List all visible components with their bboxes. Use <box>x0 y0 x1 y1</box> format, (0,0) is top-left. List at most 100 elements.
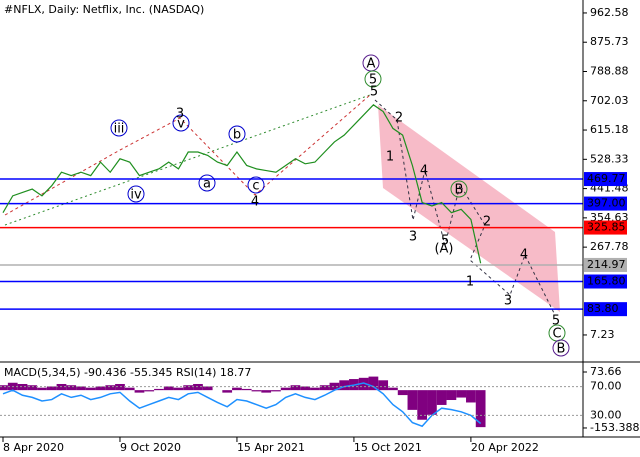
x-tick-label: 15 Oct 2021 <box>354 441 422 454</box>
wave-label: 4 <box>251 195 259 210</box>
macd-bar <box>66 385 77 391</box>
wave-label: b <box>233 128 241 143</box>
rsi-tick-label: 70.00 <box>590 380 622 393</box>
macd-bar <box>163 386 174 391</box>
macd-bar <box>76 386 86 391</box>
macd-bar <box>46 386 57 391</box>
rsi-tick-label: 30.00 <box>590 408 622 421</box>
wave-channel <box>378 105 560 312</box>
macd-bar <box>300 386 311 391</box>
macd-bar <box>261 390 272 393</box>
y-tick-label: 615.18 <box>590 123 629 136</box>
level-label: 325.85 <box>587 221 626 234</box>
wave-label: 3 <box>176 107 184 122</box>
y-tick-label: 7.23 <box>590 328 615 341</box>
level-label: 165.80 <box>587 275 626 288</box>
macd-bar <box>436 390 447 405</box>
x-tick-label: 20 Apr 2022 <box>471 441 539 454</box>
y-tick-label: 875.73 <box>590 35 629 48</box>
macd-bar <box>475 390 486 428</box>
macd-bar <box>202 386 213 391</box>
levels <box>0 178 583 310</box>
wave-label: B <box>455 183 464 198</box>
macd-bar <box>173 387 184 391</box>
macd-bar <box>222 390 233 393</box>
macd-bar <box>368 376 379 391</box>
wave-label: 2 <box>483 215 491 230</box>
level-label: 469.77 <box>587 172 626 185</box>
y-tick-label: 702.03 <box>590 94 629 107</box>
indicator <box>0 376 583 428</box>
level-label-box <box>584 172 627 187</box>
level-label-box <box>584 274 627 289</box>
macd-bar <box>446 390 457 401</box>
macd-bar <box>290 385 301 391</box>
rsi-line <box>2 382 482 428</box>
wave-label: 3 <box>409 230 417 245</box>
macd-bar <box>183 385 194 391</box>
macd-bar <box>105 385 116 391</box>
macd-bar <box>232 387 242 391</box>
x-tick-label: 8 Apr 2020 <box>3 441 64 454</box>
wave-circle <box>552 339 570 357</box>
macd-bar <box>144 390 155 392</box>
wave-label: 5 <box>441 234 449 249</box>
macd-bar <box>27 385 38 391</box>
wave-label: iii <box>114 122 125 137</box>
level-label-box <box>584 302 627 317</box>
macd-bar <box>95 386 106 391</box>
wave-label: 5 <box>552 314 560 329</box>
wave-label: 3 <box>504 294 512 309</box>
wave-label: C <box>552 327 561 342</box>
x-tick-label: 15 Apr 2021 <box>237 441 305 454</box>
macd-tick-label: -153.388 <box>590 421 639 434</box>
macd-bar <box>17 383 28 391</box>
level-label: 397.00 <box>587 197 626 210</box>
macd-bar <box>339 380 350 391</box>
macd-bar <box>397 390 408 396</box>
axes: 962.58875.73788.88702.03615.18528.33441.… <box>2 6 639 454</box>
level-label: 83.80 <box>587 302 619 315</box>
wave-label: 1 <box>466 275 474 290</box>
macd-bar <box>358 377 369 391</box>
wave-circle <box>228 125 246 143</box>
wave-circle <box>247 176 265 194</box>
macd-bar <box>154 388 164 391</box>
macd-bar <box>85 387 96 391</box>
macd-bar <box>280 387 291 391</box>
wave-label: c <box>252 179 259 194</box>
level-label-box <box>584 257 627 272</box>
macd-tick-label: 73.66 <box>590 365 622 378</box>
wave-label: iv <box>130 188 142 203</box>
macd-bar <box>319 385 330 391</box>
macd-bar <box>427 390 437 415</box>
wave-circle <box>172 114 190 132</box>
wave-label: 4 <box>420 164 428 179</box>
macd-bar <box>124 387 135 391</box>
y-tick-label: 528.33 <box>590 152 629 165</box>
wave-circle <box>127 185 145 203</box>
wave-label: (A) <box>434 242 453 257</box>
macd-bar <box>417 390 428 420</box>
macd-bar <box>251 390 262 392</box>
indicator-label: MACD(5,34,5) -90.436 -55.345 RSI(14) 18.… <box>4 366 251 379</box>
wave-circle <box>450 180 468 198</box>
macd-bar <box>271 390 281 392</box>
y-tick-label: 962.58 <box>590 6 629 19</box>
level-label-box <box>584 220 627 235</box>
macd-bar <box>115 383 125 391</box>
x-tick-label: 9 Oct 2020 <box>120 441 181 454</box>
y-tick-label: 267.78 <box>590 240 629 253</box>
wave-label: v <box>177 117 185 132</box>
macd-bar <box>310 387 320 391</box>
wave-circle <box>110 119 128 137</box>
wave-label: A <box>367 57 376 72</box>
wave-circle <box>364 70 382 88</box>
y-tick-label: 788.88 <box>590 64 629 77</box>
macd-bar <box>0 385 8 391</box>
wave-label: 2 <box>395 111 403 126</box>
chart-title: #NFLX, Daily: Netflix, Inc. (NASDAQ) <box>4 3 204 16</box>
wave-label: a <box>203 177 211 192</box>
